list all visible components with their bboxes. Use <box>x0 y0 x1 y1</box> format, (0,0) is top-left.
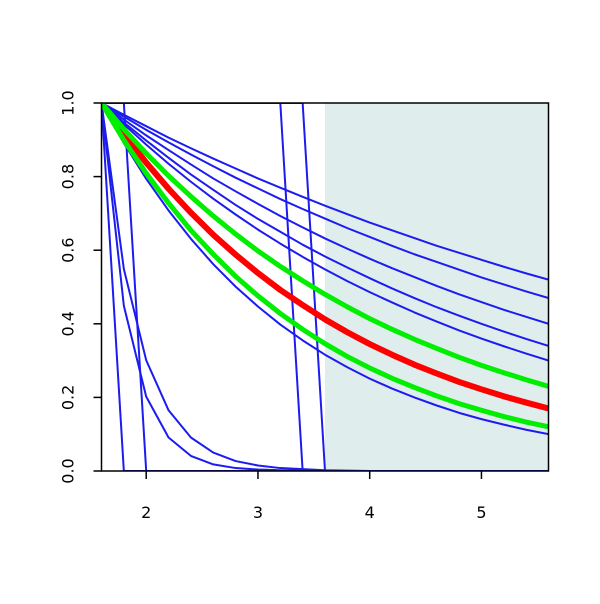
x-tick-label: 3 <box>253 503 263 522</box>
curve <box>101 103 549 471</box>
x-tick-label: 2 <box>141 503 151 522</box>
y-tick-label: 0.0 <box>59 458 78 483</box>
y-tick-label: 0.8 <box>59 164 78 189</box>
curve <box>101 103 549 389</box>
y-tick-label: 0.6 <box>59 237 78 262</box>
y-tick-label: 0.4 <box>59 311 78 336</box>
x-tick-label: 5 <box>476 503 486 522</box>
curve <box>101 103 549 436</box>
y-tick-label: 0.2 <box>59 385 78 410</box>
curve <box>101 103 549 347</box>
curve <box>101 103 549 362</box>
y-tick-label: 1.0 <box>59 90 78 115</box>
curve <box>101 103 549 281</box>
curve <box>101 103 549 430</box>
curve <box>101 103 549 325</box>
plot-frame <box>100 102 550 472</box>
curve <box>101 103 549 412</box>
curve <box>101 103 549 299</box>
x-tick-label: 4 <box>365 503 375 522</box>
